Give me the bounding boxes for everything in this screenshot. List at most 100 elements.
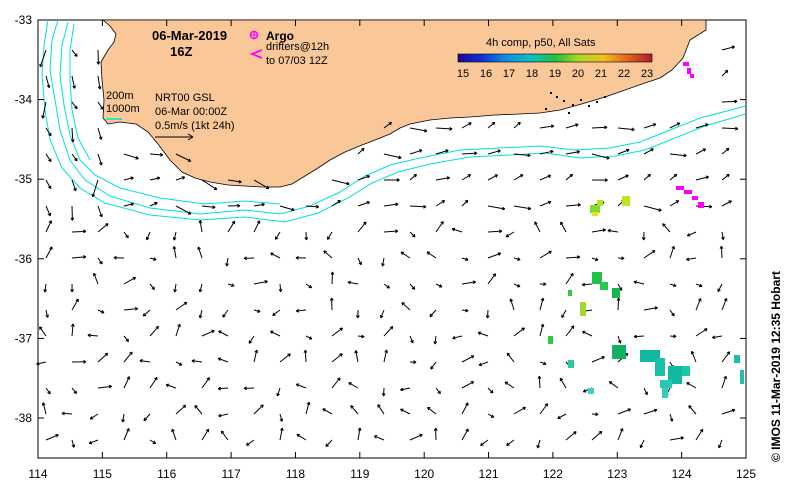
velocity-arrow (561, 309, 567, 318)
velocity-arrow (123, 176, 134, 181)
y-tick-label: -36 (15, 252, 33, 266)
velocity-arrow (45, 127, 52, 137)
velocity-arrow (591, 412, 599, 417)
velocity-arrow (409, 433, 423, 441)
x-tick-label: 125 (736, 467, 756, 481)
velocity-arrow (201, 377, 210, 389)
velocity-arrow (686, 257, 697, 262)
velocity-arrow (379, 309, 385, 319)
velocity-arrow (487, 121, 496, 129)
velocity-arrow (695, 298, 702, 311)
velocity-arrow (617, 428, 624, 441)
velocity-arrow (461, 280, 476, 285)
velocity-arrow (426, 251, 437, 259)
velocity-arrow (39, 49, 47, 68)
velocity-arrow (435, 149, 449, 155)
y-tick-label: -35 (15, 172, 33, 186)
velocity-arrow (617, 256, 625, 261)
velocity-arrow (270, 252, 281, 259)
velocity-arrow (331, 353, 343, 363)
velocity-arrow (557, 413, 567, 419)
colorbar-tick-label: 20 (572, 68, 584, 80)
velocity-arrow (227, 203, 241, 208)
colorbar-tick-label: 21 (595, 68, 607, 80)
velocity-arrow (97, 257, 103, 265)
velocity-arrow (461, 428, 469, 441)
velocity-arrow (278, 283, 283, 293)
velocity-arrow (71, 49, 78, 57)
velocity-arrow (305, 283, 313, 289)
velocity-arrow (591, 153, 610, 160)
velocity-arrow (451, 227, 463, 233)
velocity-arrow (641, 231, 646, 241)
velocity-arrow (172, 246, 177, 259)
colorbar-tick-label: 16 (480, 68, 492, 80)
velocity-arrow (194, 404, 203, 415)
velocity-arrow (721, 45, 735, 51)
velocity-arrow (279, 427, 284, 441)
velocity-arrow (669, 153, 687, 158)
velocity-arrow (487, 174, 499, 181)
velocity-arrow (198, 220, 203, 233)
velocity-arrow (461, 381, 475, 389)
velocity-arrow (45, 220, 52, 233)
velocity-arrow (383, 283, 390, 289)
velocity-arrow (717, 283, 723, 293)
velocity-arrow (175, 205, 192, 215)
velocity-arrow (123, 351, 133, 363)
velocity-arrow (305, 204, 320, 209)
velocity-arrow (279, 353, 291, 363)
velocity-arrow (565, 173, 574, 181)
velocity-arrow (322, 408, 333, 415)
velocity-arrow (295, 383, 307, 389)
velocity-arrow (91, 179, 99, 198)
velocity-arrow (536, 439, 541, 449)
velocity-arrow (409, 335, 414, 344)
velocity-arrow (513, 283, 521, 288)
velocity-arrow (45, 179, 52, 190)
velocity-arrow (539, 200, 552, 207)
velocity-arrow (435, 200, 446, 207)
velocity-arrow (506, 439, 515, 446)
velocity-arrow (565, 123, 579, 129)
x-tick-label: 116 (157, 467, 176, 481)
velocity-arrow (41, 402, 47, 415)
velocity-arrow (409, 173, 417, 181)
velocity-arrow (96, 49, 101, 65)
velocity-arrow (39, 326, 47, 337)
velocity-arrow (487, 273, 497, 285)
velocity-arrow (347, 280, 359, 285)
velocity-arrow (295, 308, 307, 313)
scale-arrow-icon (155, 133, 194, 141)
velocity-arrow (565, 431, 577, 441)
velocity-arrow (643, 173, 651, 181)
velocity-arrow (643, 205, 662, 212)
velocity-arrow (616, 297, 621, 311)
velocity-arrow (71, 439, 76, 448)
velocity-arrow (487, 149, 501, 155)
velocity-arrow (617, 408, 632, 415)
velocity-arrow (175, 176, 186, 181)
velocity-arrow (400, 408, 411, 415)
velocity-arrow (331, 200, 341, 207)
velocity-arrow (227, 179, 242, 184)
velocity-arrow (383, 326, 394, 337)
velocity-arrow (303, 349, 308, 363)
velocity-arrow (123, 276, 137, 285)
velocity-arrow (175, 153, 192, 162)
velocity-arrow (173, 283, 177, 293)
velocity-arrow (243, 386, 255, 391)
velocity-arrow (381, 257, 385, 267)
velocity-arrow (45, 387, 51, 395)
velocity-arrow (149, 283, 155, 291)
velocity-arrow (643, 250, 656, 259)
velocity-arrow (721, 173, 730, 181)
velocity-arrow (400, 251, 411, 259)
velocity-arrow (97, 223, 109, 233)
velocity-arrow (513, 406, 526, 415)
velocity-arrow (171, 428, 177, 441)
velocity-arrow (149, 257, 157, 261)
colorbar-tick-label: 23 (641, 68, 653, 80)
velocity-arrow (480, 439, 489, 446)
velocity-arrow (409, 127, 428, 133)
